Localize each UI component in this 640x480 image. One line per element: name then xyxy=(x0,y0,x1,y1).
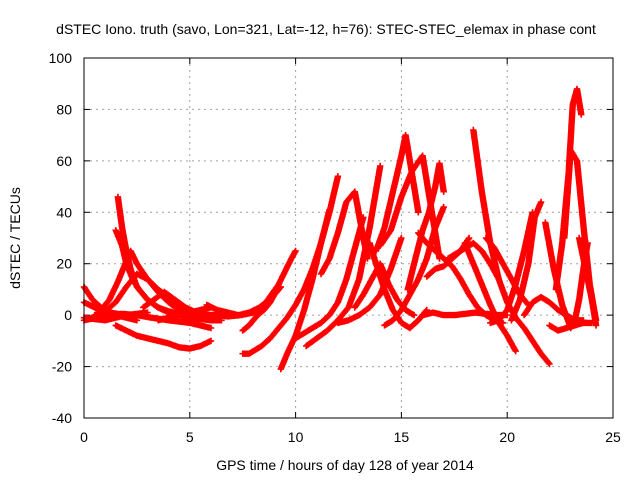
data-points xyxy=(80,85,600,373)
series-markers xyxy=(292,214,367,342)
series xyxy=(317,188,371,278)
y-tick-label: 0 xyxy=(64,307,72,323)
series-markers xyxy=(508,198,545,324)
series xyxy=(377,152,443,262)
plot-frame xyxy=(83,57,614,419)
series-markers xyxy=(366,239,430,332)
x-tick-label: 5 xyxy=(186,429,194,445)
y-tick-label: 60 xyxy=(56,153,72,169)
x-tick-label: 25 xyxy=(605,429,621,445)
y-tick-label: 20 xyxy=(56,256,72,272)
series-markers xyxy=(575,234,600,329)
series-markers xyxy=(154,304,215,324)
series-markers xyxy=(546,319,595,334)
y-tick-label: -40 xyxy=(52,410,72,426)
series-markers xyxy=(487,209,536,327)
series xyxy=(154,304,215,324)
series-markers xyxy=(461,239,519,355)
series xyxy=(487,209,536,327)
y-tick-label: 80 xyxy=(56,101,72,117)
series-markers xyxy=(377,152,443,262)
series xyxy=(575,234,600,329)
series xyxy=(366,239,430,332)
series xyxy=(292,214,367,342)
x-tick-label: 0 xyxy=(80,429,88,445)
series-markers xyxy=(239,283,284,334)
x-tick-label: 15 xyxy=(394,429,410,445)
y-tick-label: 100 xyxy=(49,50,73,66)
x-tick-label: 20 xyxy=(499,429,515,445)
x-axis-label: GPS time / hours of day 128 of year 2014 xyxy=(216,457,474,473)
x-tick-label: 10 xyxy=(288,429,304,445)
y-axis-label: dSTEC / TECUs xyxy=(7,187,23,289)
chart-title: dSTEC Iono. truth (savo, Lon=321, Lat=-1… xyxy=(56,21,596,37)
series-markers xyxy=(317,188,371,278)
axis-ticks: 0 5 10 15 20 25 -40 -20 0 20 40 60 80 100 xyxy=(49,50,621,445)
y-tick-label: -20 xyxy=(52,359,72,375)
series xyxy=(508,198,545,324)
y-tick-label: 40 xyxy=(56,204,72,220)
series xyxy=(112,322,215,352)
series xyxy=(546,319,595,334)
series xyxy=(461,239,519,355)
series xyxy=(239,283,284,334)
series-markers xyxy=(112,322,215,352)
